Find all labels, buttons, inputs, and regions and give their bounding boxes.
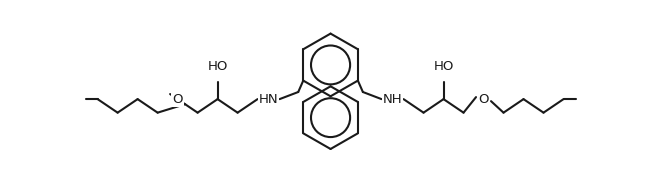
Text: HO: HO (208, 60, 228, 73)
Text: NH: NH (382, 93, 402, 106)
Text: HN: HN (259, 93, 279, 106)
Text: HO: HO (433, 60, 453, 73)
Text: O: O (479, 93, 489, 106)
Text: O: O (172, 93, 183, 106)
